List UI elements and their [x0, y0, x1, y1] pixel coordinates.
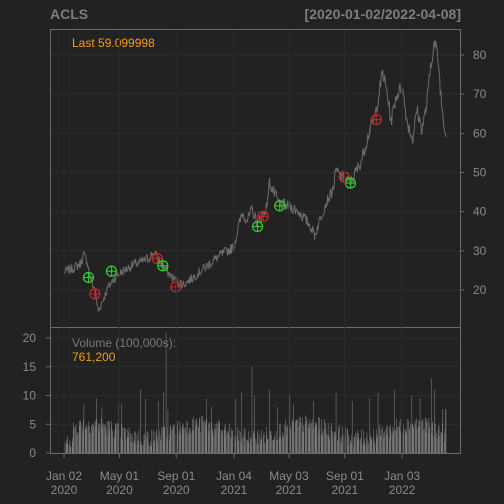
x-tick-label: Jan 03	[384, 469, 420, 483]
x-tick-label: Jan 02	[46, 469, 82, 483]
buy-signal	[251, 220, 264, 233]
x-tick-year: 2022	[389, 483, 416, 497]
price-tick-label: 20	[473, 283, 487, 297]
price-tick-label: 80	[473, 48, 487, 62]
sell-signal	[370, 113, 382, 126]
x-tick-label: May 03	[269, 469, 309, 483]
x-tick-year: 2021	[331, 483, 358, 497]
buy-signal	[157, 260, 169, 272]
x-tick-label: May 01	[100, 469, 140, 483]
price-tick-label: 60	[473, 126, 487, 140]
volume-label: Volume (100,000s):	[72, 336, 176, 350]
chart-title: ACLS	[50, 6, 88, 22]
x-tick-year: 2021	[276, 483, 303, 497]
volume-last-label: 761,200	[72, 350, 116, 364]
sell-signal	[257, 210, 269, 223]
x-tick-year: 2020	[106, 483, 133, 497]
x-tick-year: 2021	[221, 483, 248, 497]
buy-signal	[344, 177, 357, 189]
buy-signal	[105, 265, 118, 277]
volume-tick-label: 15	[23, 360, 37, 374]
volume-tick-label: 10	[23, 389, 37, 403]
x-tick-year: 2020	[51, 483, 78, 497]
x-tick-label: Sep 01	[326, 469, 364, 483]
chart-date-range: [2020-01-02/2022-04-08]	[305, 6, 461, 22]
price-tick-label: 70	[473, 87, 487, 101]
x-tick-label: Sep 01	[157, 469, 195, 483]
sell-signal	[89, 288, 101, 300]
buy-signal	[82, 271, 95, 284]
volume-tick-label: 0	[29, 446, 36, 460]
price-tick-label: 50	[473, 166, 487, 180]
x-tick-label: Jan 04	[216, 469, 252, 483]
volume-tick-label: 5	[29, 417, 36, 431]
volume-panel-border	[50, 327, 461, 454]
volume-tick-label: 20	[23, 331, 37, 345]
price-tick-label: 40	[473, 205, 487, 219]
sell-signal	[151, 253, 163, 265]
price-y-axis: 20 30 40 50 60 70 80	[460, 48, 487, 297]
volume-bars	[63, 332, 447, 453]
buy-signal	[274, 200, 286, 212]
last-price-label: Last 59.099998	[72, 36, 155, 50]
x-tick-year: 2020	[163, 483, 190, 497]
volume-y-axis: 0 5 10 15 20	[23, 331, 50, 460]
price-tick-label: 30	[473, 244, 487, 258]
